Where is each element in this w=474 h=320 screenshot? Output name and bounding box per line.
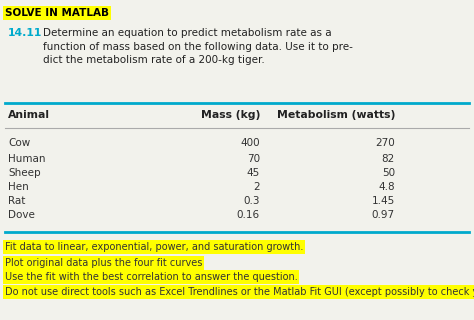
Text: Animal: Animal xyxy=(8,110,50,120)
Text: 70: 70 xyxy=(247,154,260,164)
Text: Determine an equation to predict metabolism rate as a
function of mass based on : Determine an equation to predict metabol… xyxy=(43,28,353,65)
Text: Cow: Cow xyxy=(8,138,30,148)
Text: 50: 50 xyxy=(382,168,395,178)
Text: Fit data to linear, exponential, power, and saturation growth.: Fit data to linear, exponential, power, … xyxy=(5,242,303,252)
Text: 0.16: 0.16 xyxy=(237,210,260,220)
Text: Use the fit with the best correlation to answer the question.: Use the fit with the best correlation to… xyxy=(5,272,298,282)
Text: 45: 45 xyxy=(247,168,260,178)
Text: Metabolism (watts): Metabolism (watts) xyxy=(277,110,395,120)
Text: 4.8: 4.8 xyxy=(378,182,395,192)
Text: Do not use direct tools such as Excel Trendlines or the Matlab Fit GUI (except p: Do not use direct tools such as Excel Tr… xyxy=(5,287,474,297)
Text: 0.3: 0.3 xyxy=(244,196,260,206)
Text: 14.11: 14.11 xyxy=(8,28,42,38)
Text: SOLVE IN MATLAB: SOLVE IN MATLAB xyxy=(5,8,109,18)
Text: Mass (kg): Mass (kg) xyxy=(201,110,260,120)
Text: 2: 2 xyxy=(254,182,260,192)
Text: Hen: Hen xyxy=(8,182,29,192)
Text: Human: Human xyxy=(8,154,46,164)
Text: Dove: Dove xyxy=(8,210,35,220)
Text: 1.45: 1.45 xyxy=(372,196,395,206)
Text: Rat: Rat xyxy=(8,196,26,206)
Text: 0.97: 0.97 xyxy=(372,210,395,220)
Text: Plot original data plus the four fit curves: Plot original data plus the four fit cur… xyxy=(5,258,202,268)
Text: 82: 82 xyxy=(382,154,395,164)
Text: Sheep: Sheep xyxy=(8,168,41,178)
Text: 270: 270 xyxy=(375,138,395,148)
Text: 400: 400 xyxy=(240,138,260,148)
